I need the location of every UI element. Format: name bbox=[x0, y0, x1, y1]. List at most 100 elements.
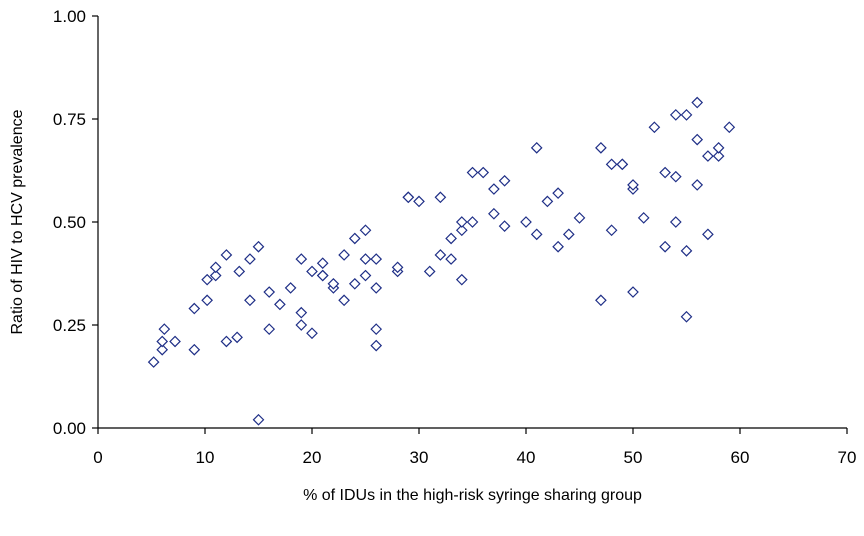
data-point bbox=[209, 261, 222, 274]
data-point bbox=[370, 253, 383, 265]
data-point bbox=[338, 294, 350, 307]
x-tick-label: 40 bbox=[517, 448, 536, 467]
data-point bbox=[466, 216, 479, 228]
data-point bbox=[316, 269, 329, 282]
x-axis-title: % of IDUs in the high-risk syringe shari… bbox=[303, 487, 642, 504]
y-axis-ticks: 0.00 0.25 0.50 0.75 1.00 bbox=[53, 7, 98, 438]
data-point bbox=[306, 265, 318, 278]
data-point bbox=[233, 265, 246, 278]
y-axis-title: Ratio of HIV to HCV prevalence bbox=[9, 109, 26, 334]
data-point bbox=[488, 207, 500, 220]
data-point bbox=[348, 277, 361, 290]
data-point bbox=[530, 228, 543, 241]
data-point bbox=[244, 253, 256, 265]
data-point bbox=[627, 179, 639, 191]
data-point bbox=[359, 269, 372, 282]
data-point bbox=[691, 133, 704, 146]
data-point bbox=[220, 335, 233, 348]
data-point bbox=[295, 253, 308, 265]
data-point bbox=[659, 166, 671, 179]
data-point bbox=[605, 224, 618, 237]
x-tick-label: 50 bbox=[624, 448, 643, 467]
data-point bbox=[295, 319, 308, 331]
data-point bbox=[147, 356, 160, 368]
data-point bbox=[402, 191, 415, 204]
data-point bbox=[680, 310, 693, 323]
data-point bbox=[263, 286, 276, 298]
x-tick-label: 20 bbox=[303, 448, 322, 467]
data-point bbox=[498, 220, 511, 232]
data-point bbox=[520, 216, 532, 228]
data-point bbox=[552, 187, 564, 200]
data-point bbox=[201, 273, 213, 286]
data-point bbox=[156, 335, 169, 348]
data-point bbox=[669, 170, 682, 183]
data-point bbox=[466, 166, 479, 179]
x-axis-ticks: 0 10 20 30 40 50 60 70 bbox=[93, 428, 856, 467]
data-point bbox=[316, 257, 329, 270]
data-point bbox=[338, 249, 350, 261]
y-tick-label: 0.75 bbox=[53, 110, 86, 129]
data-point bbox=[702, 150, 714, 162]
data-point bbox=[158, 323, 171, 335]
data-point bbox=[691, 96, 704, 109]
data-point bbox=[434, 191, 447, 204]
x-tick-label: 10 bbox=[196, 448, 215, 467]
data-point bbox=[702, 228, 714, 241]
data-point bbox=[595, 294, 607, 307]
data-point bbox=[680, 244, 693, 257]
data-point bbox=[359, 224, 372, 237]
data-point bbox=[616, 158, 629, 171]
data-point bbox=[445, 253, 457, 265]
data-point bbox=[455, 273, 468, 286]
y-tick-label: 1.00 bbox=[53, 7, 86, 26]
x-tick-label: 70 bbox=[838, 448, 857, 467]
data-point bbox=[541, 195, 554, 208]
data-point bbox=[188, 343, 201, 356]
data-point bbox=[669, 109, 682, 121]
data-point bbox=[263, 323, 276, 335]
data-point bbox=[201, 294, 213, 307]
data-point bbox=[306, 327, 318, 340]
data-point bbox=[573, 212, 586, 224]
data-point bbox=[659, 240, 671, 253]
data-point bbox=[188, 302, 201, 315]
data-points bbox=[147, 96, 736, 426]
data-point bbox=[370, 282, 383, 294]
x-tick-label: 0 bbox=[93, 448, 102, 467]
data-point bbox=[209, 269, 222, 282]
data-point bbox=[413, 195, 425, 208]
data-point bbox=[712, 150, 725, 162]
data-point bbox=[252, 240, 265, 253]
data-point bbox=[562, 228, 575, 241]
y-tick-label: 0.50 bbox=[53, 213, 86, 232]
data-point bbox=[348, 232, 361, 245]
data-point bbox=[605, 158, 618, 171]
data-point bbox=[637, 212, 650, 224]
data-point bbox=[220, 249, 233, 261]
x-tick-label: 60 bbox=[731, 448, 750, 467]
data-point bbox=[648, 121, 661, 134]
data-point bbox=[370, 339, 383, 352]
data-point bbox=[552, 240, 564, 253]
data-point bbox=[477, 166, 490, 179]
data-point bbox=[530, 141, 543, 154]
data-point bbox=[244, 294, 256, 307]
data-point bbox=[680, 109, 693, 121]
data-point bbox=[669, 216, 682, 228]
data-point bbox=[434, 249, 447, 261]
data-point bbox=[231, 331, 243, 344]
data-point bbox=[498, 174, 511, 187]
data-point bbox=[252, 413, 265, 426]
data-point bbox=[723, 121, 736, 134]
data-point bbox=[359, 253, 372, 265]
data-point bbox=[455, 224, 468, 237]
y-tick-label: 0.25 bbox=[53, 316, 86, 335]
data-point bbox=[455, 216, 468, 228]
data-point bbox=[445, 232, 457, 245]
data-point bbox=[284, 282, 297, 294]
data-point bbox=[423, 265, 436, 278]
data-point bbox=[595, 141, 607, 154]
data-point bbox=[169, 335, 181, 348]
